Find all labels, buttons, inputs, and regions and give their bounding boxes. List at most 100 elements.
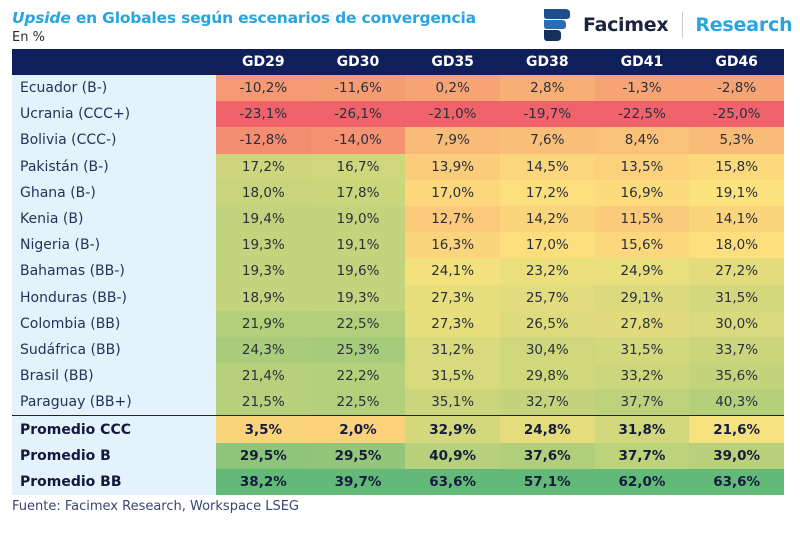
heatmap-cell: -25,0% bbox=[689, 101, 784, 128]
heatmap-cell: 21,4% bbox=[216, 363, 311, 390]
heatmap-cell: -11,6% bbox=[310, 75, 406, 102]
brand-name: Facimex bbox=[583, 14, 669, 36]
heatmap-cell: 24,1% bbox=[405, 258, 500, 285]
heatmap-cell: 0,2% bbox=[405, 75, 500, 102]
country-label: Paraguay (BB+) bbox=[12, 389, 216, 416]
column-header-gd29: GD29 bbox=[216, 49, 311, 75]
heatmap-cell: 21,6% bbox=[689, 415, 784, 443]
country-label: Colombia (BB) bbox=[12, 310, 216, 337]
heatmap-cell: -14,0% bbox=[310, 127, 406, 154]
table-row: Pakistán (B-) 17,2% 16,7% 13,9% 14,5% 13,5% 15… bbox=[12, 153, 784, 180]
heatmap-table: GD29 GD30 GD35 GD38 GD41 GD46 Ecuador (B-) -10… bbox=[12, 49, 784, 495]
heatmap-cell: 31,2% bbox=[405, 336, 500, 364]
heatmap-cell: 32,7% bbox=[499, 389, 595, 416]
heatmap-body: Ecuador (B-) -10,2% -11,6% 0,2% 2,8% -1,3% -2,… bbox=[12, 75, 784, 495]
heatmap-cell: 33,2% bbox=[594, 363, 690, 390]
table-row: Colombia (BB) 21,9% 22,5% 27,3% 26,5% 27,8% 30… bbox=[12, 310, 784, 337]
facimex-logo-icon bbox=[544, 9, 570, 41]
table-row: Ghana (B-) 18,0% 17,8% 17,0% 17,2% 16,9% 19,1% bbox=[12, 179, 784, 206]
table-row: Honduras (BB-) 18,9% 19,3% 27,3% 25,7% 29,1% 3… bbox=[12, 284, 784, 311]
heatmap-cell: 2,8% bbox=[499, 75, 595, 102]
table-row: Sudáfrica (BB) 24,3% 25,3% 31,2% 30,4% 31,5% 3… bbox=[12, 336, 784, 364]
heatmap-cell: 37,7% bbox=[594, 389, 690, 416]
heatmap-cell: 31,8% bbox=[594, 415, 690, 443]
table-row: Ecuador (B-) -10,2% -11,6% 0,2% 2,8% -1,3% -2,… bbox=[12, 75, 784, 102]
heatmap-cell: 16,3% bbox=[405, 232, 500, 259]
heatmap-cell: 21,5% bbox=[216, 389, 311, 416]
heatmap-cell: 32,9% bbox=[405, 415, 500, 443]
heatmap-cell: 24,3% bbox=[216, 336, 311, 364]
column-header-gd41: GD41 bbox=[594, 49, 690, 75]
heatmap-cell: 24,8% bbox=[499, 415, 595, 443]
heatmap-cell: 29,1% bbox=[594, 284, 690, 311]
heatmap-cell: 57,1% bbox=[499, 468, 595, 495]
heatmap-cell: -26,1% bbox=[310, 101, 406, 128]
heatmap-cell: 30,0% bbox=[689, 310, 784, 337]
heatmap-cell: 19,3% bbox=[216, 258, 311, 285]
heatmap-cell: 19,1% bbox=[310, 232, 406, 259]
heatmap-cell: 39,7% bbox=[310, 468, 406, 495]
brand-division: Research bbox=[695, 14, 793, 36]
column-header-gd38: GD38 bbox=[499, 49, 595, 75]
heatmap-cell: 14,5% bbox=[499, 153, 595, 180]
country-label: Sudáfrica (BB) bbox=[12, 336, 216, 364]
heatmap-cell: 19,0% bbox=[310, 205, 406, 233]
heatmap-cell: 17,2% bbox=[216, 153, 311, 180]
country-label: Kenia (B) bbox=[12, 205, 216, 233]
heatmap-cell: -12,8% bbox=[216, 127, 311, 154]
heatmap-cell: 17,8% bbox=[310, 179, 406, 206]
country-label: Ghana (B-) bbox=[12, 179, 216, 206]
header-row: GD29 GD30 GD35 GD38 GD41 GD46 bbox=[12, 49, 784, 75]
average-label: Promedio CCC bbox=[12, 415, 216, 443]
heatmap-cell: 27,8% bbox=[594, 310, 690, 337]
column-header-gd46: GD46 bbox=[689, 49, 784, 75]
heatmap-cell: 7,6% bbox=[499, 127, 595, 154]
heatmap-cell: 35,1% bbox=[405, 389, 500, 416]
chart-title-rest: en Globales según escenarios de converge… bbox=[70, 9, 476, 27]
chart-title-emphasis: Upside bbox=[12, 9, 71, 27]
country-label: Nigeria (B-) bbox=[12, 232, 216, 259]
heatmap-cell: 63,6% bbox=[689, 468, 784, 495]
heatmap-cell: 35,6% bbox=[689, 363, 784, 390]
average-row: Promedio CCC 3,5% 2,0% 32,9% 24,8% 31,8% 21,6% bbox=[12, 415, 784, 443]
heatmap-cell: 16,7% bbox=[310, 153, 406, 180]
table-row: Nigeria (B-) 19,3% 19,1% 16,3% 17,0% 15,6% 18,… bbox=[12, 232, 784, 259]
heatmap-cell: 37,7% bbox=[594, 442, 690, 469]
heatmap-cell: 26,5% bbox=[499, 310, 595, 337]
country-label: Bolivia (CCC-) bbox=[12, 127, 216, 154]
heatmap-cell: 29,8% bbox=[499, 363, 595, 390]
country-label: Pakistán (B-) bbox=[12, 153, 216, 180]
heatmap-cell: 21,9% bbox=[216, 310, 311, 337]
heatmap-cell: 29,5% bbox=[310, 442, 406, 469]
heatmap-cell: -1,3% bbox=[594, 75, 690, 102]
heatmap-cell: 24,9% bbox=[594, 258, 690, 285]
table-row: Kenia (B) 19,4% 19,0% 12,7% 14,2% 11,5% 14,1% bbox=[12, 205, 784, 233]
heatmap-cell: 17,0% bbox=[499, 232, 595, 259]
heatmap-cell: 31,5% bbox=[594, 336, 690, 364]
heatmap-cell: 17,0% bbox=[405, 179, 500, 206]
heatmap-cell: 27,3% bbox=[405, 310, 500, 337]
heatmap-cell: 25,7% bbox=[499, 284, 595, 311]
table-row: Ucrania (CCC+) -23,1% -26,1% -21,0% -19,7% -2… bbox=[12, 101, 784, 128]
table-row: Bahamas (BB-) 19,3% 19,6% 24,1% 23,2% 24,9% 27… bbox=[12, 258, 784, 285]
heatmap-cell: 27,2% bbox=[689, 258, 784, 285]
brand-logo: Facimex Research bbox=[543, 8, 793, 42]
heatmap-cell: 40,3% bbox=[689, 389, 784, 416]
heatmap-cell: 19,4% bbox=[216, 205, 311, 233]
logo-divider bbox=[682, 12, 684, 38]
country-label: Bahamas (BB-) bbox=[12, 258, 216, 285]
heatmap-cell: 25,3% bbox=[310, 336, 406, 364]
heatmap-cell: 12,7% bbox=[405, 205, 500, 233]
country-label: Brasil (BB) bbox=[12, 363, 216, 390]
heatmap-cell: 40,9% bbox=[405, 442, 500, 469]
heatmap-cell: 14,2% bbox=[499, 205, 595, 233]
heatmap-cell: 11,5% bbox=[594, 205, 690, 233]
heatmap-cell: 22,5% bbox=[310, 310, 406, 337]
heatmap-cell: 18,9% bbox=[216, 284, 311, 311]
heatmap-cell: 2,0% bbox=[310, 415, 406, 443]
heatmap-cell: -10,2% bbox=[216, 75, 311, 102]
heatmap-cell: 5,3% bbox=[689, 127, 784, 154]
heatmap-cell: 13,9% bbox=[405, 153, 500, 180]
table-row: Brasil (BB) 21,4% 22,2% 31,5% 29,8% 33,2% 35,6… bbox=[12, 363, 784, 390]
heatmap-cell: -2,8% bbox=[689, 75, 784, 102]
